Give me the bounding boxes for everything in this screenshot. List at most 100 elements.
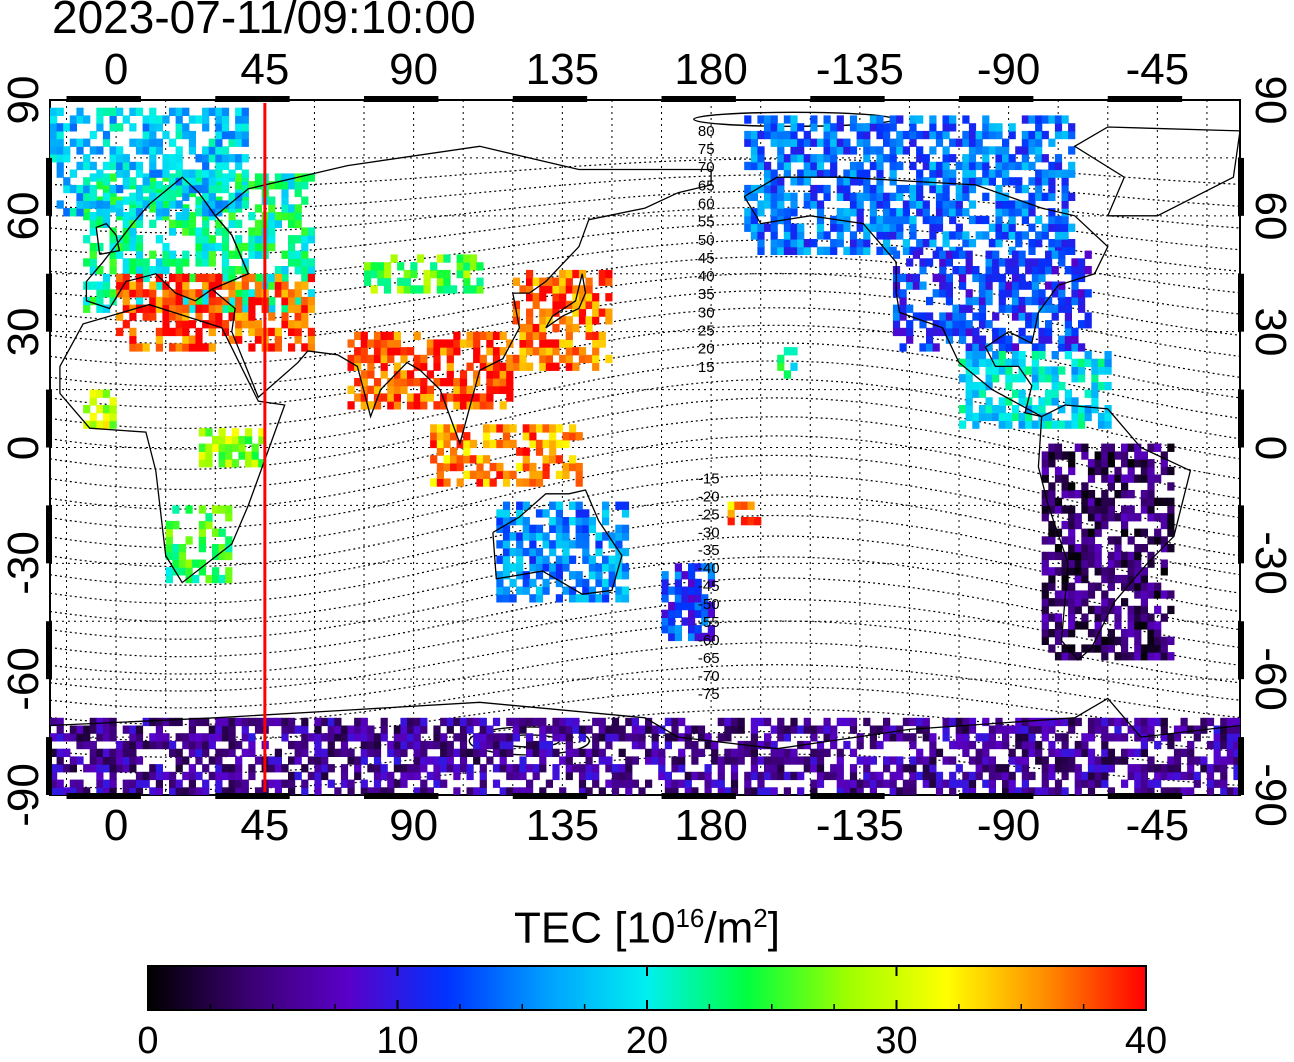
tec-cell — [83, 405, 91, 414]
tec-cell — [1081, 590, 1089, 599]
tec-cell — [790, 717, 798, 727]
tec-cell — [254, 235, 263, 244]
tec-cell — [843, 192, 851, 201]
tec-cell — [502, 594, 511, 603]
tec-cell — [202, 733, 210, 742]
tec-cell — [1226, 740, 1234, 750]
tec-cell — [985, 412, 993, 422]
tec-cell — [1101, 779, 1109, 788]
tec-cell — [268, 181, 276, 190]
tec-cell — [740, 517, 749, 526]
tec-cell — [129, 227, 137, 236]
tec-cell — [1028, 208, 1036, 217]
tec-cell — [1048, 208, 1056, 217]
tec-cell — [962, 177, 970, 186]
tec-cell — [1015, 740, 1023, 750]
magnetic-latitude-label: 35 — [698, 286, 715, 303]
tec-cell — [797, 177, 805, 186]
tec-cell — [816, 215, 825, 225]
tec-cell — [697, 771, 706, 781]
tec-cell — [221, 177, 230, 186]
tec-cell — [215, 130, 223, 140]
tec-cell — [288, 717, 296, 727]
tec-cell — [89, 258, 97, 267]
tec-cell — [463, 447, 471, 456]
tec-cell — [668, 601, 676, 611]
tec-cell — [949, 154, 957, 163]
tec-cell — [849, 161, 858, 171]
tec-cell — [750, 161, 758, 171]
tec-cell — [909, 223, 917, 232]
tec-cell — [906, 327, 914, 337]
tec-cell — [1173, 764, 1182, 773]
tec-cell — [1180, 748, 1188, 757]
tec-cell — [555, 439, 563, 449]
tec-cell — [572, 748, 580, 757]
tec-cell — [552, 748, 560, 757]
tec-cell — [202, 273, 210, 283]
tec-cell — [849, 764, 858, 773]
tec-cell — [1058, 405, 1066, 414]
tec-cell — [863, 779, 871, 788]
tec-cell — [155, 787, 163, 795]
edge-bar-left — [46, 389, 52, 448]
tec-cell — [1091, 366, 1099, 375]
tec-cell — [978, 381, 987, 391]
tec-cell — [1084, 266, 1092, 275]
tec-cell — [1154, 590, 1162, 599]
edge-bar-bottom — [364, 793, 439, 799]
tec-cell — [1068, 629, 1076, 638]
tec-cell — [430, 432, 438, 441]
tec-cell — [172, 551, 180, 561]
tec-cell — [1081, 505, 1089, 514]
tec-cell — [248, 181, 256, 190]
tec-cell — [939, 289, 947, 298]
tec-cell — [605, 277, 613, 286]
tec-cell — [393, 748, 401, 757]
tec-cell — [975, 130, 983, 140]
tec-cell — [803, 246, 811, 255]
tec-cell — [1021, 779, 1029, 788]
tec-cell — [988, 756, 996, 765]
tec-cell — [1005, 343, 1013, 352]
tec-cell — [50, 130, 58, 140]
tec-cell — [142, 717, 150, 727]
x-tick-bottom-1: 45 — [240, 801, 290, 850]
tec-cell — [526, 323, 534, 333]
tec-cell — [1140, 451, 1148, 460]
tec-cell — [592, 354, 600, 364]
tec-cell — [982, 717, 990, 727]
tec-cell — [939, 312, 947, 321]
tec-cell — [1005, 397, 1013, 406]
tec-cell — [975, 748, 983, 757]
tec-cell — [122, 281, 130, 290]
tec-cell — [502, 470, 511, 479]
tec-cell — [602, 578, 610, 588]
tec-cell — [1008, 787, 1016, 795]
tec-cell — [492, 370, 501, 379]
tec-cell — [869, 184, 877, 194]
tec-cell — [1160, 497, 1168, 506]
tec-cell — [1094, 764, 1102, 773]
tec-cell — [1068, 192, 1076, 201]
tec-cell — [413, 740, 421, 750]
tec-cell — [823, 192, 831, 201]
tec-cell — [750, 725, 758, 734]
tec-cell — [922, 239, 930, 248]
y-tick-right-0: 90 — [1246, 75, 1294, 125]
tec-cell — [978, 343, 987, 352]
tec-cell — [492, 740, 501, 750]
tec-cell — [198, 443, 206, 452]
tec-cell — [63, 123, 71, 132]
tec-cell — [149, 740, 157, 750]
tec-cell — [1160, 559, 1168, 568]
tec-cell — [1127, 748, 1135, 757]
tec-cell — [572, 362, 580, 371]
tec-cell — [542, 540, 550, 549]
tec-cell — [899, 304, 907, 313]
tec-cell — [175, 115, 183, 124]
tec-cell — [697, 748, 706, 757]
tec-cell — [836, 748, 844, 757]
tec-cell — [122, 212, 130, 221]
tec-cell — [757, 239, 765, 248]
